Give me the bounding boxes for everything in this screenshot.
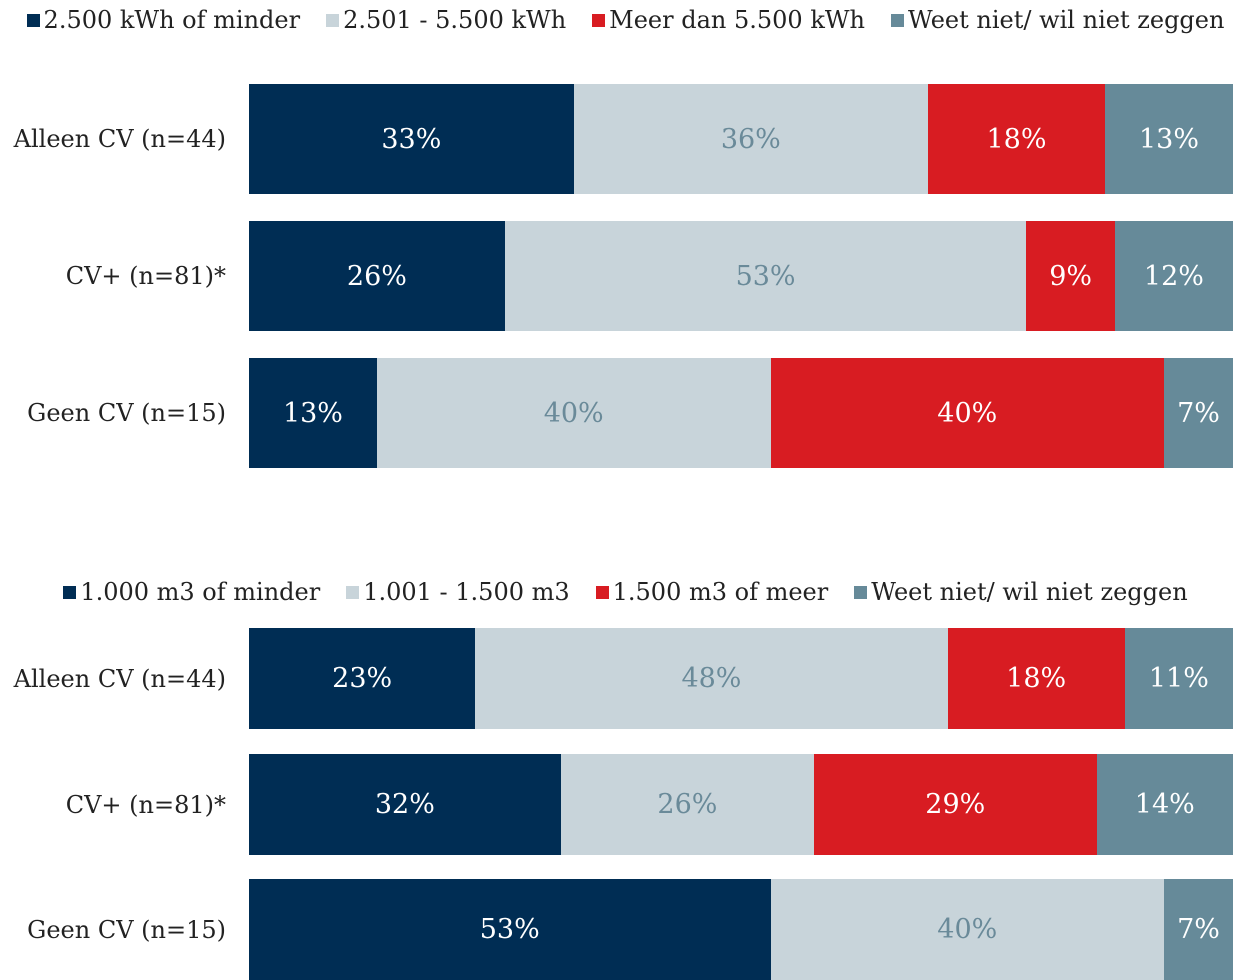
data-label: 18% [986,123,1047,155]
legend-swatch [26,13,40,27]
legend-label: Weet niet/ wil niet zeggen [908,6,1225,34]
bar-segment: 18% [947,628,1125,729]
data-label: 13% [1139,123,1200,155]
legend-label: Meer dan 5.500 kWh [609,6,865,34]
legend-swatch [346,585,360,599]
bar-segment: 13% [249,358,377,468]
legend-swatch [891,13,904,27]
category-label: Geen CV (n=15) [27,915,226,944]
data-label: 53% [735,260,796,292]
data-label: 33% [381,123,442,155]
bar-segment: 53% [249,879,771,980]
bar-segment: 53% [504,221,1027,331]
data-label: 7% [1177,914,1220,945]
data-label: 11% [1148,663,1209,694]
data-label: 13% [282,397,343,429]
legend-label: 1.000 m3 of minder [80,578,321,606]
bar-segment: 7% [1164,879,1233,980]
legend-item: 2.500 kWh of minder [26,6,301,34]
data-label: 14% [1134,789,1195,820]
legend-swatch [592,13,606,27]
bar-segment: 40% [770,358,1165,468]
legend-item: 1.500 m3 of meer [595,578,829,606]
legend-label: 1.001 - 1.500 m3 [363,578,570,606]
legend-item: Meer dan 5.500 kWh [592,6,865,34]
category-label: Geen CV (n=15) [27,399,226,427]
legend-label: 1.500 m3 of meer [612,578,829,606]
legend-item: 1.000 m3 of minder [63,578,320,606]
bar-segment: 26% [560,754,815,855]
data-label: 36% [720,123,781,155]
stacked-bar: 32% 26% 29% 14% [249,754,1233,855]
bar-segment: 23% [249,628,476,729]
data-label: 23% [332,663,393,694]
bar-segment: 40% [376,358,771,468]
stacked-bar: 53% 40% 7% [249,879,1233,980]
legend-label: Weet niet/ wil niet zeggen [871,578,1188,606]
bar-segment: 33% [249,84,574,194]
legend-item: 2.501 - 5.500 kWh [326,6,566,34]
legend-swatch [595,585,609,599]
legend: 2.500 kWh of minder 2.501 - 5.500 kWh Meer… [0,2,1251,38]
legend-label: 2.500 kWh of minder [43,6,301,34]
bar-segment: 26% [249,221,505,331]
legend-swatch [854,585,868,599]
data-label: 40% [937,914,998,945]
stacked-bar: 13% 40% 40% 7% [249,358,1233,468]
data-label: 18% [1006,663,1067,694]
data-label: 53% [479,914,540,945]
stacked-bar: 23% 48% 18% 11% [249,628,1233,729]
data-label: 29% [925,789,986,820]
bar-segment: 14% [1096,754,1233,855]
data-label: 32% [374,789,435,820]
data-label: 12% [1143,260,1204,292]
data-label: 9% [1049,260,1093,292]
stacked-bar: 26% 53% 9% 12% [249,221,1233,331]
bar-segment: 32% [249,754,561,855]
category-label: CV+ (n=81)* [65,262,226,290]
category-label: CV+ (n=81)* [65,790,226,819]
data-label: 26% [346,260,407,292]
legend: 1.000 m3 of minder 1.001 - 1.500 m3 1.500 … [0,572,1251,612]
legend-item: 1.001 - 1.500 m3 [346,578,570,606]
data-label: 40% [543,397,604,429]
legend-swatch [326,13,340,27]
data-label: 7% [1177,397,1220,429]
category-label: Alleen CV (n=44) [13,125,226,153]
bar-segment: 18% [927,84,1106,194]
data-label: 40% [937,397,998,429]
legend-item: Weet niet/ wil niet zeggen [854,578,1188,606]
bar-segment: 40% [770,879,1165,980]
bar-segment: 7% [1164,358,1233,468]
category-label: Alleen CV (n=44) [13,664,226,693]
data-label: 48% [681,663,742,694]
bar-segment: 48% [475,628,948,729]
bar-segment: 36% [573,84,928,194]
bar-segment: 9% [1026,221,1115,331]
data-label: 26% [657,789,718,820]
bar-segment: 29% [814,754,1097,855]
bar-segment: 13% [1105,84,1233,194]
bar-segment: 12% [1114,221,1233,331]
legend-label: 2.501 - 5.500 kWh [343,6,567,34]
legend-item: Weet niet/ wil niet zeggen [891,6,1224,34]
legend-swatch [63,585,77,599]
bar-segment: 11% [1124,628,1233,729]
stacked-bar: 33% 36% 18% 13% [249,84,1233,194]
